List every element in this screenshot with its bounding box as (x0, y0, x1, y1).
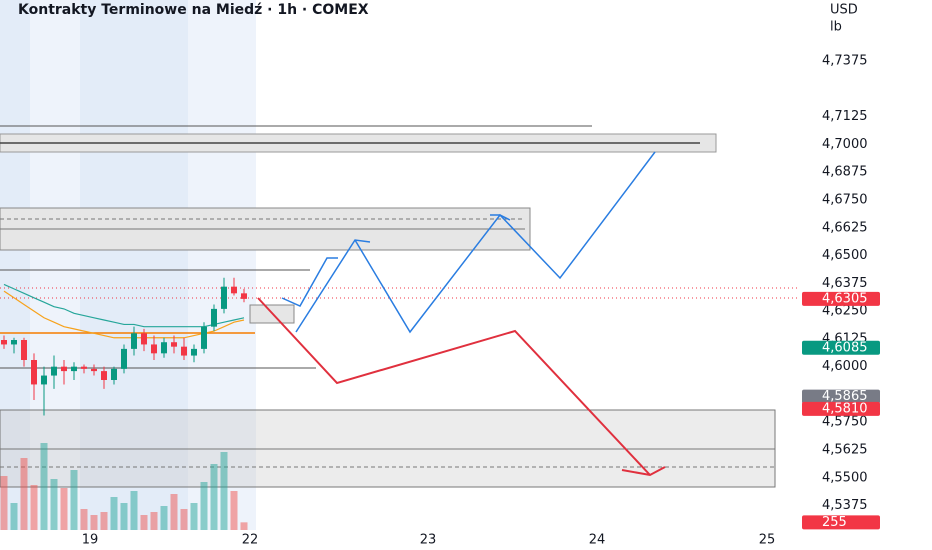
candle-body (191, 348, 197, 356)
projection-bear (257, 297, 651, 476)
candle-body (101, 371, 107, 380)
candle-body (161, 342, 167, 354)
y-tick-label: 4,7000 (822, 137, 868, 152)
volume-bar (70, 470, 78, 530)
session-shade (80, 0, 188, 530)
y-tick-label: 4,5750 (822, 415, 868, 430)
candle-body (111, 368, 117, 380)
volume-bar (180, 509, 188, 530)
candle-body (131, 333, 137, 349)
volume-badge-label: 255 (822, 515, 847, 530)
x-tick-label: 23 (420, 533, 437, 548)
volume-badge (802, 515, 880, 530)
candle-body (241, 293, 247, 299)
x-tick-label: 24 (589, 533, 606, 548)
volume-bar (80, 509, 88, 530)
candle-body (11, 340, 17, 345)
price-badge-label: 4,5810 (822, 401, 868, 416)
unit: lb (830, 20, 842, 35)
candle-body (1, 340, 7, 345)
arrow-head (490, 214, 511, 221)
price-badge (802, 389, 880, 404)
volume-bar (40, 443, 48, 530)
volume-bar (140, 515, 148, 530)
volume-bar (30, 485, 38, 530)
volume-bar (60, 488, 68, 530)
candle-body (171, 342, 177, 347)
volume-bar (150, 512, 158, 530)
volume-bar (90, 515, 98, 530)
volume-bar (220, 452, 228, 530)
y-tick-label: 4,5500 (822, 470, 868, 485)
x-tick-label: 25 (759, 533, 776, 548)
x-tick-label: 22 (242, 533, 259, 548)
volume-bar (10, 503, 18, 530)
price-badge-label: 4,6305 (822, 291, 868, 306)
y-tick-label: 4,6875 (822, 165, 868, 180)
volume-bar (190, 503, 198, 530)
candle-body (151, 344, 157, 354)
x-tick-label: 19 (82, 533, 99, 548)
candle-body (211, 308, 217, 327)
candle-body (221, 286, 227, 309)
y-tick-label: 4,7125 (822, 109, 868, 124)
session-shade (30, 0, 80, 530)
chart-title: Kontrakty Terminowe na Miedź · 1h · COME… (18, 2, 369, 18)
y-tick-label: 4,6375 (822, 276, 868, 291)
projection-bull (295, 239, 371, 333)
price-badge (802, 291, 880, 306)
volume-bar (100, 512, 108, 530)
volume-bar (160, 506, 168, 530)
candle-body (71, 366, 77, 372)
candle-body (41, 375, 47, 385)
y-tick-label: 4,5625 (822, 443, 868, 458)
candle-body (51, 366, 57, 376)
volume-bar (20, 458, 28, 530)
candle-body (21, 340, 27, 360)
candle-body (91, 368, 97, 372)
volume-bar (120, 503, 128, 530)
volume-bar (50, 479, 58, 530)
y-tick-label: 4,6625 (822, 220, 868, 235)
price-badge (802, 401, 880, 416)
y-tick-label: 4,5375 (822, 498, 868, 513)
session-shade (188, 0, 256, 530)
candle-body (31, 360, 37, 385)
projection-bull (281, 257, 338, 307)
price-badge-label: 4,5865 (822, 389, 868, 404)
candle-body (61, 366, 67, 372)
candle-body (121, 348, 127, 369)
currency: USD (830, 3, 858, 18)
series-layer: 4,7375 4,7125 4,7000 4,6875 4,6750 4,6625 4,65… (0, 54, 880, 548)
candle-body (81, 366, 87, 369)
y-tick-label: 4,6500 (822, 248, 868, 263)
candle-body (231, 286, 237, 294)
candle-body (201, 326, 207, 349)
volume-bar (110, 497, 118, 530)
y-tick-label: 4,6250 (822, 304, 868, 319)
volume-bar (210, 464, 218, 530)
volume-bar (230, 491, 238, 530)
volume-bar (240, 522, 248, 530)
volume-bar (170, 494, 178, 530)
volume-bar (200, 482, 208, 530)
price-badge-label: 4,6085 (822, 340, 868, 355)
candle-body (181, 346, 187, 356)
y-tick-label: 4,6000 (822, 359, 868, 374)
candle-body (141, 333, 147, 345)
arrow-head (621, 466, 666, 477)
y-tick-label: 4,6750 (822, 193, 868, 208)
session-shade (0, 0, 30, 530)
y-tick-label: 4,7375 (822, 54, 868, 69)
volume-bar (130, 491, 138, 530)
volume-bar (0, 476, 8, 530)
price-badge (802, 340, 880, 355)
